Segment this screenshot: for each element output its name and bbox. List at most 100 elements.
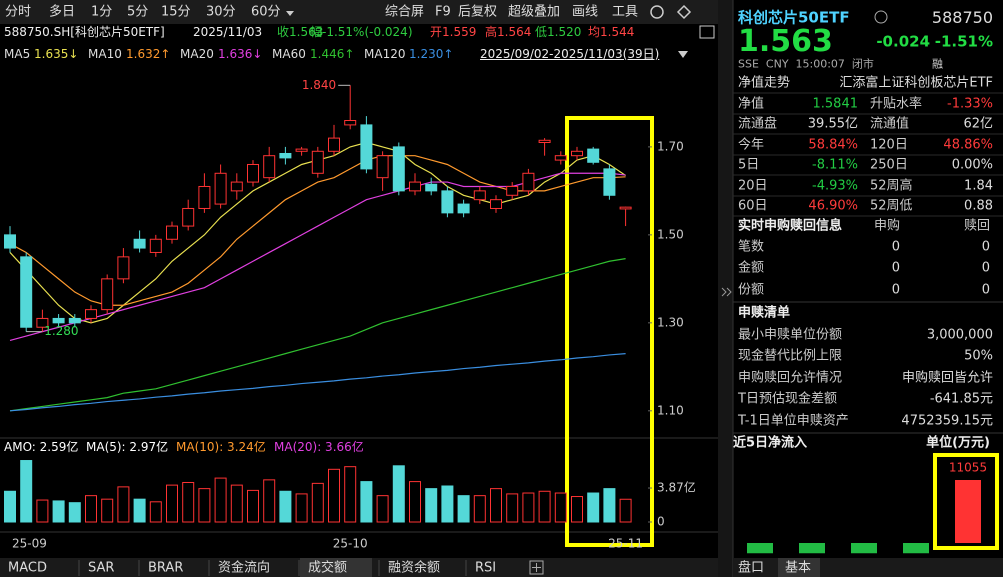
- date-range[interactable]: 2025/09/02-2025/11/03(39日): [480, 47, 660, 61]
- volume-bar: [328, 468, 340, 523]
- volume-bar: [490, 488, 502, 523]
- column-header: 赎回: [963, 218, 990, 234]
- tool-button[interactable]: 超级叠加: [508, 4, 561, 20]
- row-value: 0: [891, 282, 900, 298]
- flow-value-label: 11055: [949, 461, 987, 475]
- x-tick-label: 25-11: [608, 537, 643, 551]
- panel-tab[interactable]: 基本: [785, 560, 812, 576]
- volume-bar: [571, 496, 583, 523]
- ma-legend-name: MA5: [4, 47, 31, 61]
- add-tab-icon[interactable]: [529, 560, 544, 575]
- tool-button[interactable]: 画线: [572, 4, 599, 20]
- flow-title: 近5日净流入: [733, 435, 808, 451]
- row-label: 流通值: [870, 116, 910, 132]
- volume-bar: [101, 498, 114, 523]
- volume-bar: [133, 498, 146, 523]
- volume-bar: [52, 500, 65, 523]
- row-value: -641.85元: [929, 391, 993, 407]
- collapse-icon[interactable]: [726, 287, 732, 297]
- candle-body: [117, 256, 130, 280]
- range-dropdown[interactable]: [678, 51, 688, 58]
- tool-button[interactable]: 综合屏: [385, 4, 425, 20]
- flow-unit: 单位(万元): [926, 435, 990, 451]
- info-icon[interactable]: [874, 10, 888, 24]
- highlight-box: [933, 453, 999, 550]
- tool-button[interactable]: 工具: [612, 4, 639, 20]
- column-header: 申购: [873, 218, 900, 234]
- candle-body: [603, 168, 616, 196]
- period-tab[interactable]: 1分: [91, 4, 113, 20]
- indicator-tab[interactable]: SAR: [88, 560, 115, 576]
- period-tab[interactable]: 30分: [206, 4, 236, 20]
- candle-body: [538, 139, 551, 143]
- row-label: 最小申赎单位份额: [738, 327, 843, 343]
- period-dropdown[interactable]: [286, 11, 294, 16]
- pin-icon[interactable]: [676, 4, 692, 20]
- candle-body: [182, 207, 195, 227]
- candle-body: [619, 206, 632, 210]
- candle-body: [36, 317, 49, 328]
- settings-icon[interactable]: [650, 5, 664, 19]
- period-tab[interactable]: 60分: [251, 4, 281, 20]
- y-tick-label: 1.30: [657, 315, 684, 329]
- period-tab[interactable]: 分时: [5, 4, 32, 20]
- row-label: 份额: [738, 282, 765, 298]
- indicator-tab[interactable]: RSI: [475, 560, 497, 576]
- x-tick-label: 25-09: [12, 537, 47, 551]
- volume-bar: [311, 482, 324, 523]
- flow-bar: [747, 543, 773, 554]
- last-price: 1.563: [738, 24, 833, 59]
- row-label: 250日: [870, 157, 908, 173]
- ma-line: [9, 258, 626, 412]
- candle-body: [247, 163, 259, 183]
- period-tab[interactable]: 多日: [49, 4, 76, 20]
- candle-body: [554, 155, 567, 161]
- volume-bar: [117, 486, 130, 523]
- volume-bar: [20, 460, 33, 523]
- volume-bar: [376, 495, 389, 523]
- candle-body: [311, 150, 324, 174]
- indicator-tab[interactable]: 成交额: [308, 560, 348, 576]
- volume-legend: MA(20): 3.66亿: [274, 440, 364, 454]
- candle-body: [101, 278, 114, 311]
- candle-body: [328, 137, 340, 152]
- tool-button[interactable]: F9: [435, 4, 451, 20]
- tab-bar-bg: [733, 558, 1003, 577]
- volume-bar: [68, 502, 81, 523]
- ma-legend-name: MA60: [272, 47, 306, 61]
- tool-button[interactable]: 后复权: [458, 4, 498, 20]
- row-label: 5日: [738, 157, 760, 173]
- candle-body: [295, 148, 308, 152]
- row-value: 0: [891, 260, 900, 276]
- row-label: 申购赎回允许情况: [738, 370, 843, 386]
- window-icon[interactable]: [699, 25, 715, 39]
- candle-body: [571, 150, 583, 157]
- indicator-tab[interactable]: BRAR: [148, 560, 184, 576]
- collapse-icon[interactable]: [721, 287, 727, 297]
- candle-body: [166, 225, 178, 240]
- panel-tab[interactable]: 盘口: [738, 560, 765, 576]
- volume-bar: [4, 490, 16, 523]
- volume-bar: [344, 466, 357, 523]
- row-label: 60日: [738, 198, 768, 214]
- symbol: 588750.SH[科创芯片50ETF]: [4, 25, 165, 39]
- row-value: -8.11%: [812, 157, 858, 173]
- indicator-tab[interactable]: 资金流向: [218, 560, 271, 576]
- quote-item: 幅-1.51%(-0.024): [310, 25, 413, 39]
- ma-legend-value: 1.632↑: [126, 47, 171, 61]
- ma-legend-value: 1.635↓: [34, 47, 79, 61]
- row-value: 申购赎回皆允许: [901, 370, 993, 386]
- candle-body: [263, 155, 276, 179]
- period-tab[interactable]: 15分: [161, 4, 191, 20]
- indicator-tab[interactable]: MACD: [8, 560, 47, 576]
- candle-body: [490, 199, 502, 209]
- row-label: 笔数: [738, 239, 765, 255]
- quote-item: 开1.559: [430, 25, 477, 39]
- row-label: 52周低: [870, 198, 913, 214]
- row-value: 1.5841: [812, 96, 859, 112]
- indicator-tab[interactable]: 融资余额: [388, 560, 441, 576]
- period-tab[interactable]: 5分: [127, 4, 149, 20]
- row-value: 62亿: [963, 116, 993, 132]
- row-value: 0: [981, 239, 990, 255]
